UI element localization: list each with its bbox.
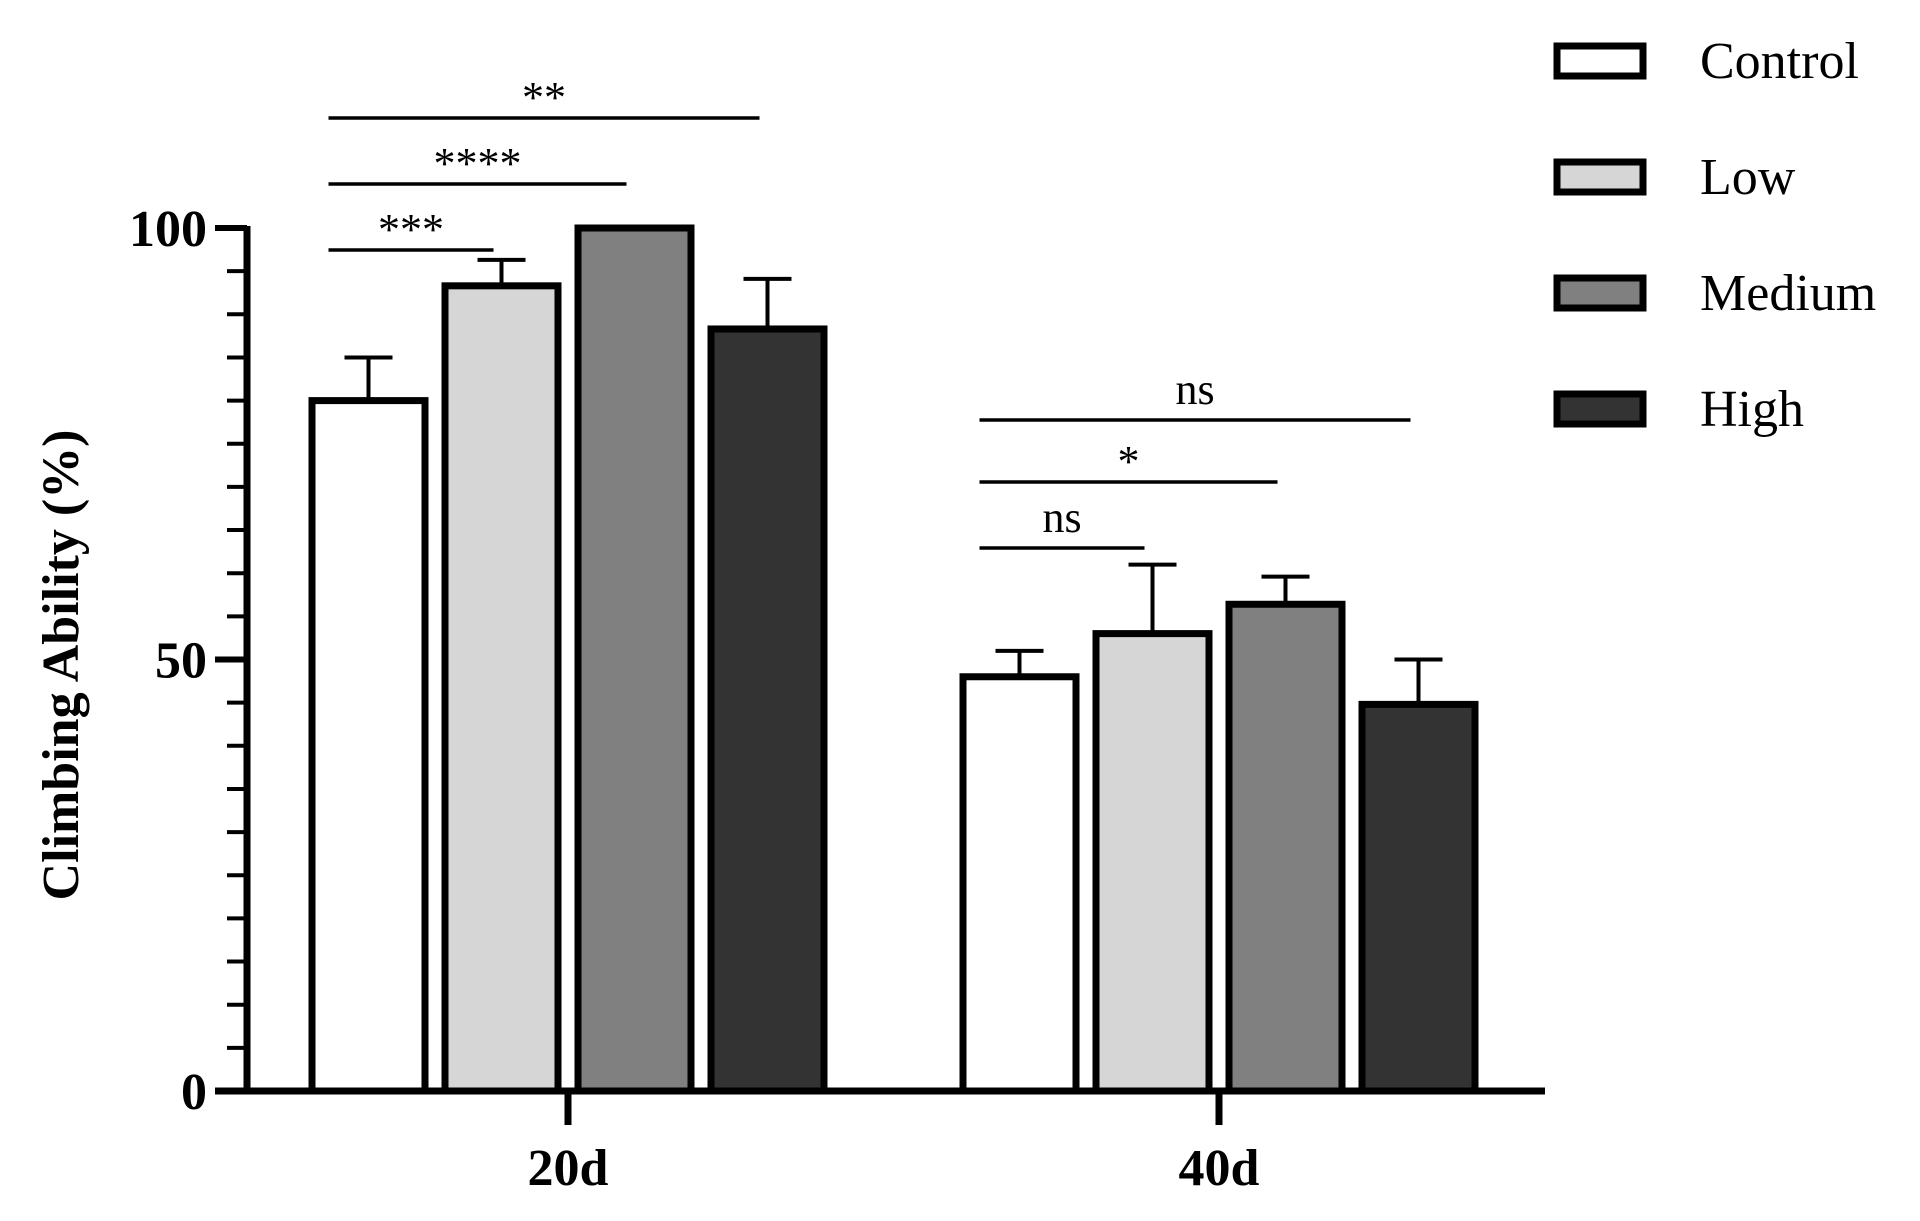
y-tick-label: 100: [129, 201, 207, 258]
bar: [959, 673, 1080, 1095]
legend-swatch: [1553, 158, 1647, 196]
bar: [1092, 630, 1213, 1095]
bar: [1225, 600, 1346, 1095]
significance-label: ***: [378, 205, 444, 254]
legend-swatch: [1553, 42, 1647, 80]
legend-swatch: [1553, 274, 1647, 312]
x-tick-label: 40d: [1179, 1140, 1260, 1197]
significance-label: ns: [1042, 493, 1081, 542]
bar: [308, 397, 429, 1095]
bar: [441, 282, 562, 1095]
legend-label: Medium: [1700, 265, 1876, 322]
y-tick-label: 50: [155, 633, 207, 690]
legend: Control Low Medium High: [1553, 33, 1876, 438]
y-axis-label: Climbing Ability (%): [33, 430, 90, 901]
significance-label: *: [1118, 437, 1140, 486]
y-tick-label: 0: [181, 1064, 207, 1121]
legend-swatch: [1553, 390, 1647, 428]
significance-label: ****: [434, 139, 522, 188]
significance-label: **: [522, 73, 566, 122]
significance-label: ns: [1175, 365, 1214, 414]
bar: [1358, 700, 1479, 1095]
x-tick-label: 20d: [528, 1140, 609, 1197]
bar: [707, 325, 828, 1095]
legend-label: Control: [1700, 33, 1859, 90]
bar: [574, 224, 695, 1095]
legend-label: Low: [1700, 149, 1796, 206]
legend-label: High: [1700, 381, 1804, 438]
